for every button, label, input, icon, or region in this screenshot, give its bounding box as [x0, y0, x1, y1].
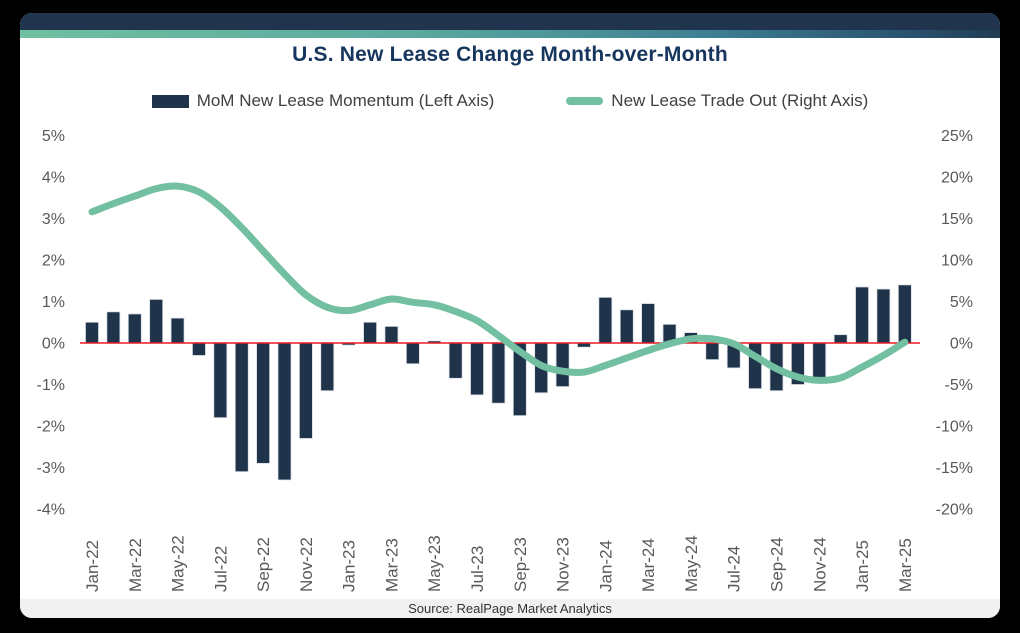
momentum-bar — [320, 342, 335, 392]
x-axis-label: Jan-22 — [83, 540, 102, 592]
legend-item-tradeout: New Lease Trade Out (Right Axis) — [566, 91, 868, 111]
left-axis-label: 1% — [42, 294, 65, 311]
momentum-bar — [85, 321, 99, 344]
x-axis-label: May-22 — [169, 535, 188, 592]
x-axis-label: Nov-23 — [554, 537, 573, 592]
x-axis-label: Jul-24 — [725, 546, 744, 592]
x-axis-label: Jan-23 — [340, 540, 359, 592]
momentum-bar — [555, 342, 570, 387]
momentum-bar — [470, 342, 484, 396]
left-axis-label: 0% — [42, 336, 65, 353]
left-axis-label: 3% — [42, 211, 65, 228]
momentum-bar — [363, 321, 377, 344]
left-axis-label: -3% — [37, 460, 65, 477]
left-axis-label: 5% — [42, 128, 65, 145]
momentum-bar — [876, 288, 891, 344]
x-axis-label: Sep-24 — [767, 537, 786, 592]
momentum-bar — [234, 342, 249, 473]
momentum-bar — [812, 342, 827, 381]
left-axis-label: 2% — [42, 253, 65, 270]
momentum-bar — [619, 309, 634, 344]
momentum-bar — [833, 334, 848, 344]
card-header-bar — [20, 13, 1000, 30]
momentum-bar — [256, 342, 270, 464]
x-axis-label: May-23 — [425, 535, 444, 592]
chart-card: U.S. New Lease Change Month-over-Month M… — [20, 13, 1000, 618]
line-series-swatch — [566, 97, 604, 105]
bar-series-swatch — [151, 94, 189, 108]
right-axis-label: 5% — [950, 294, 973, 311]
x-axis-label: Sep-22 — [254, 537, 273, 592]
x-axis-label: Nov-22 — [297, 537, 316, 592]
x-axis-label: Jan-25 — [853, 540, 872, 592]
momentum-bar — [897, 284, 912, 344]
momentum-bar — [705, 342, 720, 360]
right-axis-label: 15% — [941, 211, 973, 228]
right-axis-label: 25% — [941, 128, 973, 145]
right-axis-label: -5% — [945, 377, 973, 394]
right-axis-label: 0% — [950, 336, 973, 353]
right-axis-label: 10% — [941, 253, 973, 270]
x-axis-label: Sep-23 — [511, 537, 530, 592]
legend-item-momentum: MoM New Lease Momentum (Left Axis) — [151, 91, 495, 111]
momentum-bar — [170, 317, 185, 344]
chart-title: U.S. New Lease Change Month-over-Month — [292, 43, 728, 66]
bar-series — [85, 284, 912, 481]
momentum-bar — [299, 342, 313, 439]
momentum-bar — [213, 342, 228, 419]
right-axis-label: -10% — [936, 419, 973, 436]
x-axis-label: Mar-24 — [639, 538, 658, 592]
momentum-bar — [149, 299, 164, 344]
left-axis-label: -2% — [37, 419, 65, 436]
chart-legend: MoM New Lease Momentum (Left Axis) New L… — [20, 89, 1000, 113]
x-axis-label: Mar-22 — [126, 538, 145, 592]
x-axis-label: Mar-25 — [896, 538, 915, 592]
right-axis-label: 20% — [941, 170, 973, 187]
gradient-stripe — [20, 30, 1000, 38]
x-axis-label: Nov-24 — [810, 537, 829, 592]
left-axis-label: -1% — [37, 377, 65, 394]
momentum-bar — [405, 342, 420, 365]
trade-out-line — [88, 182, 909, 384]
left-axis-label: -4% — [37, 502, 65, 519]
source-note: Source: RealPage Market Analytics — [20, 599, 1000, 618]
left-axis-label: 4% — [42, 170, 65, 187]
momentum-bar — [491, 342, 506, 404]
legend-label-momentum: MoM New Lease Momentum (Left Axis) — [196, 91, 495, 110]
momentum-bar — [641, 303, 656, 344]
legend-label-tradeout: New Lease Trade Out (Right Axis) — [611, 91, 869, 110]
x-axis-label: Jul-22 — [211, 546, 230, 592]
momentum-bar — [384, 326, 399, 344]
x-axis-label: Jan-24 — [596, 540, 615, 592]
momentum-bar — [448, 342, 463, 379]
plot-area: 5% 4% 3% 2% 1% 0% -1% -2% -3% -4% 25% 20% 15% 10% 5% 0%… — [20, 118, 1000, 600]
momentum-bar — [127, 313, 142, 344]
momentum-bar — [277, 342, 292, 481]
x-axis-label: Mar-23 — [382, 538, 401, 592]
right-axis-label: -15% — [936, 460, 973, 477]
x-axis-label: May-24 — [682, 535, 701, 592]
right-axis-label: -20% — [936, 502, 973, 519]
momentum-bar — [106, 311, 121, 344]
momentum-bar — [192, 342, 206, 356]
chart-plot: 5% 4% 3% 2% 1% 0% -1% -2% -3% -4% 25% 20% 15% 10% 5% 0%… — [37, 128, 973, 592]
momentum-bar — [598, 296, 613, 344]
momentum-bar — [855, 286, 869, 344]
x-axis-label: Jul-23 — [468, 546, 487, 592]
